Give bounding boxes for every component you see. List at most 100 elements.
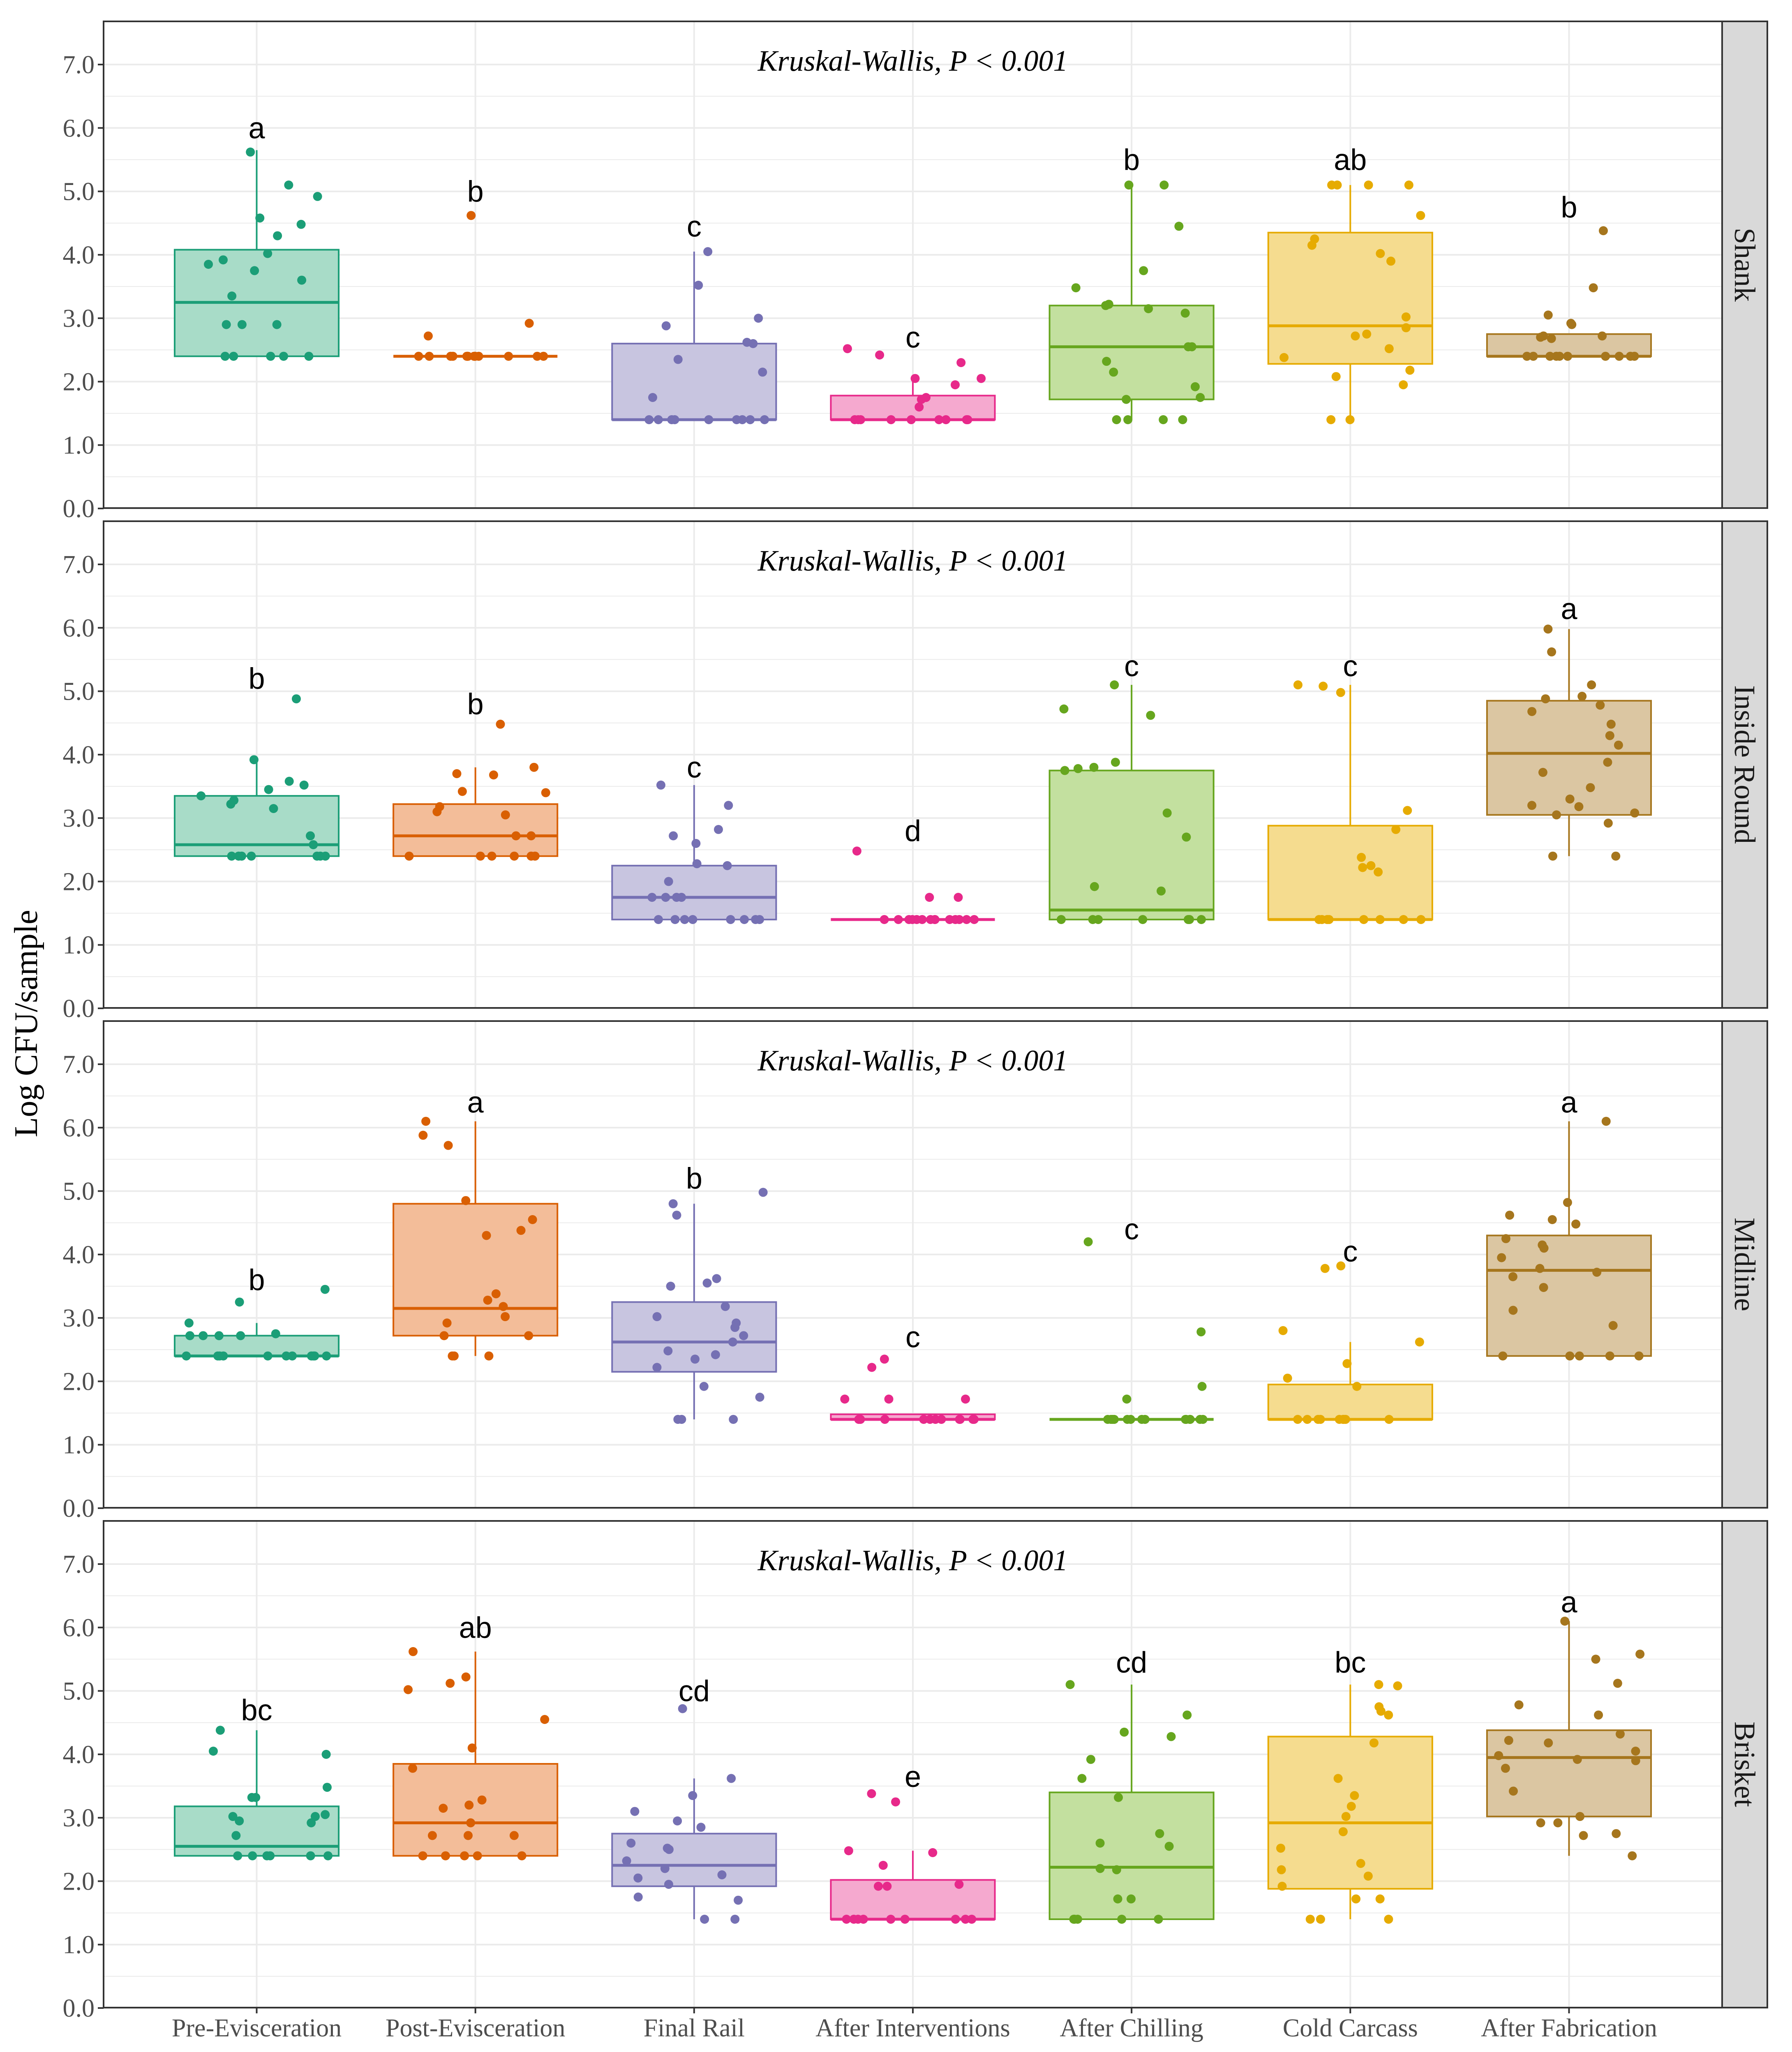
data-point <box>955 1415 964 1424</box>
data-point <box>1548 851 1557 861</box>
data-point <box>1089 763 1099 772</box>
data-point <box>1545 351 1555 361</box>
x-tick-label: After Fabrication <box>1481 2014 1657 2042</box>
data-point <box>1605 731 1614 740</box>
data-point <box>919 1415 928 1424</box>
y-tick-label: 5.0 <box>63 1678 95 1705</box>
data-point <box>423 331 433 341</box>
data-point <box>1547 334 1556 343</box>
data-point <box>630 1807 640 1816</box>
data-point <box>530 851 540 861</box>
data-point <box>463 1831 473 1840</box>
data-point <box>711 1350 720 1359</box>
data-point <box>1065 1680 1075 1689</box>
data-point <box>654 415 663 424</box>
data-point <box>1403 806 1412 815</box>
data-point <box>729 1415 738 1424</box>
data-point <box>1359 915 1369 924</box>
data-point <box>1401 312 1411 322</box>
data-point <box>1369 1738 1379 1748</box>
data-point <box>1589 283 1598 293</box>
x-tick-label: Final Rail <box>644 2014 745 2042</box>
data-point <box>443 1141 453 1150</box>
data-point <box>1505 1211 1515 1220</box>
box-after-fabrication: a <box>1486 1086 1652 1357</box>
data-point <box>739 915 749 924</box>
data-point <box>1567 320 1577 329</box>
data-point <box>704 415 714 424</box>
data-point <box>754 314 763 323</box>
box-pre-evisceration: a <box>173 112 340 357</box>
data-point <box>466 211 476 220</box>
data-point <box>214 1331 224 1340</box>
data-point <box>1508 1786 1518 1796</box>
data-point <box>208 1747 218 1756</box>
y-tick-label: 1.0 <box>63 1931 95 1959</box>
data-point <box>1350 1791 1359 1800</box>
data-point <box>1601 351 1610 361</box>
panel-brisket: 0.0 1.0 2.0 3.0 4.0 5.0 6.0 7.0 bc ab cd e cd bc a Krus… <box>63 1520 1768 2022</box>
data-point <box>323 1851 333 1860</box>
data-point <box>1184 915 1193 924</box>
data-point <box>1196 1327 1206 1337</box>
data-point <box>678 1704 687 1713</box>
data-point <box>875 350 884 360</box>
data-point <box>321 851 330 861</box>
data-point <box>307 1818 316 1828</box>
data-point <box>263 249 272 258</box>
data-point <box>404 851 414 861</box>
data-point <box>673 1816 682 1826</box>
data-point <box>1146 711 1155 720</box>
data-point <box>852 846 861 856</box>
y-tick-label: 3.0 <box>63 1804 95 1832</box>
data-point <box>306 1851 315 1860</box>
data-point <box>464 1800 474 1810</box>
data-point <box>1494 1751 1503 1760</box>
data-point <box>1571 1219 1581 1229</box>
y-tick-label: 7.0 <box>63 551 95 579</box>
box-after-chilling: c <box>1048 650 1215 921</box>
data-point <box>882 1881 892 1891</box>
data-point <box>1586 783 1595 793</box>
data-point <box>1603 818 1613 828</box>
data-point <box>1504 1735 1513 1745</box>
data-point <box>1305 1915 1315 1924</box>
data-point <box>1563 351 1573 361</box>
data-point <box>954 1880 964 1889</box>
data-point <box>1384 1915 1393 1924</box>
data-point <box>1386 256 1396 266</box>
data-point <box>951 380 960 390</box>
x-tick-label: After Interventions <box>815 2014 1010 2042</box>
data-point <box>660 1864 670 1873</box>
data-point <box>1560 1616 1570 1626</box>
data-point <box>962 915 971 924</box>
significance-letter: c <box>687 210 702 243</box>
data-point <box>233 1851 242 1860</box>
data-point <box>1073 764 1083 773</box>
y-tick-label: 7.0 <box>63 1551 95 1578</box>
data-point <box>717 1870 727 1879</box>
box-cold-carcass: c <box>1267 1235 1433 1421</box>
data-point <box>730 1915 740 1924</box>
data-point <box>1374 867 1383 877</box>
data-point <box>309 1351 318 1361</box>
data-point <box>473 1851 482 1860</box>
significance-letter: e <box>905 1761 921 1793</box>
data-point <box>1538 768 1547 777</box>
data-point <box>279 351 289 361</box>
data-point <box>501 1312 510 1322</box>
data-point <box>273 231 282 240</box>
panel-inside-round: 0.0 1.0 2.0 3.0 4.0 5.0 6.0 7.0 b b c d c c a Kruskal-W… <box>63 520 1768 1023</box>
data-point <box>1416 211 1425 220</box>
significance-letter: c <box>905 321 920 354</box>
data-point <box>1543 624 1553 634</box>
box-iqr <box>611 342 777 421</box>
data-point <box>654 915 663 924</box>
data-point <box>442 1318 452 1328</box>
box-after-interventions: e <box>830 1761 996 1921</box>
data-point <box>925 893 934 902</box>
data-point <box>1293 680 1303 690</box>
data-point <box>664 1880 673 1889</box>
y-tick-label: 6.0 <box>63 614 95 642</box>
data-point <box>496 719 505 729</box>
